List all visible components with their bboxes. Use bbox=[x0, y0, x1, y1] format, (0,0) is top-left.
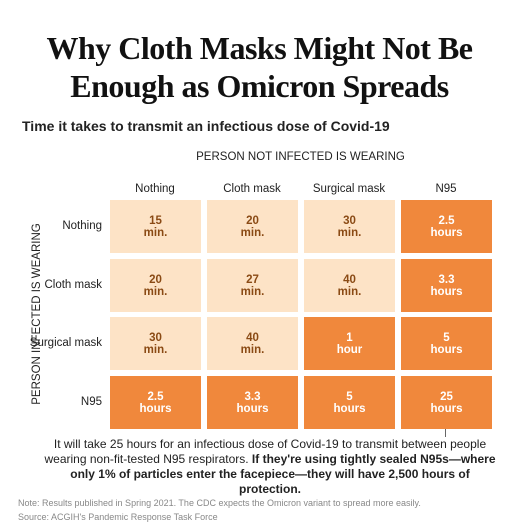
row-label: Surgical mask bbox=[29, 337, 102, 349]
cell: 25 hours bbox=[401, 376, 492, 429]
column-label-box: Surgical mask bbox=[304, 165, 395, 195]
annotation-bold: If they're using tightly sealed N95s—whe… bbox=[70, 452, 496, 496]
row-label: N95 bbox=[80, 396, 102, 408]
cell-amount: 1 bbox=[346, 331, 353, 344]
cell-amount: 20 bbox=[149, 273, 162, 286]
cell: 40 min. bbox=[207, 317, 298, 370]
cell-amount: 5 bbox=[443, 331, 450, 344]
cell-amount: 25 bbox=[440, 390, 453, 403]
cell-unit: min. bbox=[240, 226, 265, 239]
cell-amount: 40 bbox=[246, 331, 259, 344]
cell-amount: 15 bbox=[149, 214, 162, 227]
source: Source: ACGIH's Pandemic Response Task F… bbox=[18, 512, 218, 522]
cell-unit: hours bbox=[430, 402, 463, 415]
cell-unit: hour bbox=[336, 343, 363, 356]
cell-unit: hours bbox=[430, 285, 463, 298]
cell: 20 min. bbox=[110, 259, 201, 312]
column-label-box: Nothing bbox=[110, 165, 201, 195]
title-line: Enough as Omicron Spreads bbox=[70, 68, 449, 104]
cell: 2.5 hours bbox=[401, 200, 492, 253]
cell-unit: hours bbox=[430, 343, 463, 356]
row-label-box: Surgical mask bbox=[22, 317, 102, 370]
cell-amount: 2.5 bbox=[438, 214, 455, 227]
cell: 2.5 hours bbox=[110, 376, 201, 429]
cell-unit: hours bbox=[139, 402, 172, 415]
column-label: Nothing bbox=[135, 183, 175, 195]
cell-amount: 40 bbox=[343, 273, 356, 286]
column-label-box: N95 bbox=[401, 165, 492, 195]
cell-unit: hours bbox=[430, 226, 463, 239]
cell: 3.3 hours bbox=[401, 259, 492, 312]
cell: 5 hours bbox=[401, 317, 492, 370]
annotation-text: It will take 25 hours for an infectious … bbox=[44, 437, 487, 466]
annotation-line bbox=[445, 429, 446, 437]
cell: 5 hours bbox=[304, 376, 395, 429]
cell-unit: min. bbox=[240, 343, 265, 356]
cell: 30 min. bbox=[304, 200, 395, 253]
cell-amount: 3.3 bbox=[244, 390, 261, 403]
cell-unit: min. bbox=[337, 285, 362, 298]
cell: 20 min. bbox=[207, 200, 298, 253]
cell: 30 min. bbox=[110, 317, 201, 370]
cell-unit: hours bbox=[333, 402, 366, 415]
row-label: Cloth mask bbox=[44, 279, 102, 291]
cell-amount: 30 bbox=[343, 214, 356, 227]
cell-amount: 20 bbox=[246, 214, 259, 227]
cell-amount: 5 bbox=[346, 390, 353, 403]
cell-unit: hours bbox=[236, 402, 269, 415]
cell: 15 min. bbox=[110, 200, 201, 253]
cell: 27 min. bbox=[207, 259, 298, 312]
column-label: Cloth mask bbox=[223, 183, 281, 195]
cell-amount: 27 bbox=[246, 273, 259, 286]
cell-amount: 30 bbox=[149, 331, 162, 344]
cell-unit: min. bbox=[143, 226, 168, 239]
row-label: Nothing bbox=[62, 220, 102, 232]
subtitle: Time it takes to transmit an infectious … bbox=[22, 118, 390, 134]
row-label-box: Nothing bbox=[22, 200, 102, 253]
annotation: It will take 25 hours for an infectious … bbox=[40, 437, 500, 497]
cell: 40 min. bbox=[304, 259, 395, 312]
cell-unit: min. bbox=[143, 285, 168, 298]
column-label-box: Cloth mask bbox=[207, 165, 298, 195]
cell: 3.3 hours bbox=[207, 376, 298, 429]
note: Note: Results published in Spring 2021. … bbox=[18, 498, 421, 508]
cell-unit: min. bbox=[337, 226, 362, 239]
column-label: Surgical mask bbox=[312, 183, 386, 195]
title-line: Why Cloth Masks Might Not Be bbox=[46, 30, 473, 66]
cell-unit: min. bbox=[240, 285, 265, 298]
cell-unit: min. bbox=[143, 343, 168, 356]
cell: 1 hour bbox=[304, 317, 395, 370]
column-label: N95 bbox=[435, 183, 457, 195]
cell-amount: 3.3 bbox=[438, 273, 455, 286]
row-label-box: N95 bbox=[22, 376, 102, 429]
row-label-box: Cloth mask bbox=[22, 259, 102, 312]
cell-amount: 2.5 bbox=[147, 390, 164, 403]
column-header: PERSON NOT INFECTED IS WEARING bbox=[196, 151, 405, 163]
